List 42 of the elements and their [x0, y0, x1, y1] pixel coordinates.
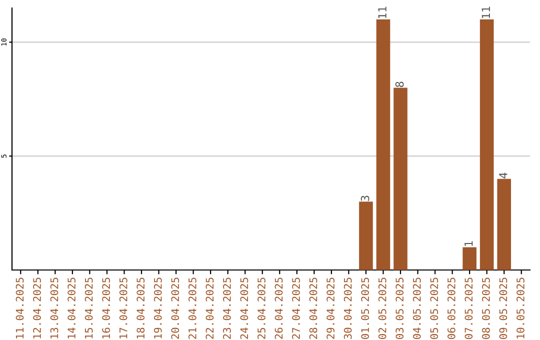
- x-tick-label: 25.04.2025: [258, 278, 266, 339]
- data-label: 3: [360, 196, 370, 201]
- x-tick-label: 24.04.2025: [240, 278, 248, 339]
- data-label: 1: [464, 241, 473, 246]
- data-label: 8: [395, 82, 404, 88]
- data-label: 11: [482, 6, 490, 18]
- x-tick-label: 06.05.2025: [447, 278, 456, 339]
- data-label: 4: [499, 172, 508, 178]
- x-tick-label: 03.05.2025: [396, 278, 404, 339]
- bar: [376, 19, 390, 270]
- x-tick-label: 01.05.2025: [361, 278, 370, 339]
- x-tick-label: 28.04.2025: [309, 278, 318, 339]
- x-tick-label: 16.04.2025: [102, 278, 110, 338]
- x-tick-label: 29.04.2025: [326, 278, 334, 339]
- bar: [394, 88, 408, 270]
- x-tick-label: 14.04.2025: [68, 278, 76, 338]
- bar: [480, 19, 494, 270]
- x-tick-label: 05.05.2025: [430, 278, 438, 339]
- bar: [462, 247, 476, 270]
- x-tick-label: 23.04.2025: [223, 278, 231, 339]
- bar: [497, 178, 512, 270]
- x-tick-label: 27.04.2025: [292, 278, 300, 339]
- x-tick-label: 11.04.2025: [16, 278, 24, 338]
- x-tick-label: 04.05.2025: [412, 278, 421, 339]
- x-tick-label: 20.04.2025: [171, 278, 180, 339]
- x-tick-label: 19.04.2025: [154, 278, 162, 338]
- x-tick-label: 22.04.2025: [206, 278, 214, 339]
- x-tick-label: 10.05.2025: [516, 278, 524, 338]
- x-tick-label: 13.04.2025: [50, 278, 58, 338]
- bar: [359, 202, 373, 270]
- x-tick-label: 30.04.2025: [344, 278, 352, 339]
- x-tick-label: 12.04.2025: [33, 278, 41, 338]
- x-tick-label: 26.04.2025: [274, 278, 283, 339]
- x-tick-label: 09.05.2025: [499, 278, 508, 339]
- x-tick-label: 18.04.2025: [136, 278, 145, 338]
- x-tick-label: 02.05.2025: [378, 278, 386, 339]
- x-tick-label: 17.04.2025: [119, 278, 128, 338]
- data-label: 11: [378, 6, 386, 18]
- x-tick-label: 21.04.2025: [188, 278, 196, 339]
- x-tick-label: 15.04.2025: [84, 278, 93, 338]
- x-tick-label: 07.05.2025: [464, 278, 473, 339]
- x-tick-label: 08.05.2025: [482, 278, 490, 339]
